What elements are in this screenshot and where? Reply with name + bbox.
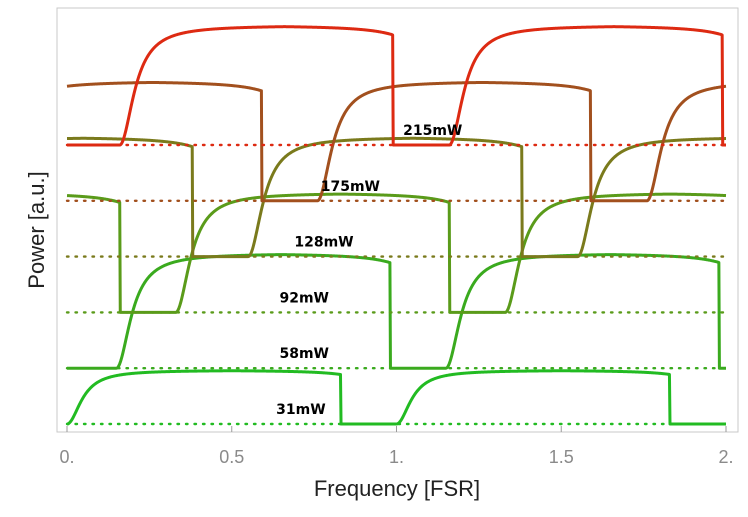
series-line-58mW (66, 253, 727, 370)
power-label-215mW: 215mW (403, 123, 462, 139)
series-line-128mW (66, 136, 727, 259)
power-label-58mW: 58mW (279, 346, 329, 362)
series-line-31mW (66, 369, 727, 426)
x-tick-label: 0.5 (219, 447, 244, 467)
power-label-92mW: 92mW (279, 290, 329, 306)
power-label-31mW: 31mW (276, 402, 326, 418)
x-tick-label: 1. (389, 447, 404, 467)
plot-frame (56, 7, 739, 433)
series-line-215mW (66, 25, 727, 147)
series-line-175mW (66, 80, 727, 203)
x-tick-label: 1.5 (549, 447, 574, 467)
y-axis-title: Power [a.u.] (24, 171, 49, 288)
power-label-128mW: 128mW (294, 235, 353, 251)
x-axis-ticks: 0. 0.5 1. 1.5 2. (59, 426, 734, 467)
series-labels: 31mW 58mW 92mW 128mW 175mW 215mW (276, 123, 462, 418)
x-tick-label: 2. (718, 447, 733, 467)
x-axis-title: Frequency [FSR] (314, 476, 480, 501)
curves-layer (65, 25, 728, 426)
series-line-92mW (66, 192, 727, 314)
x-tick-label: 0. (59, 447, 74, 467)
power-label-175mW: 175mW (321, 179, 380, 195)
